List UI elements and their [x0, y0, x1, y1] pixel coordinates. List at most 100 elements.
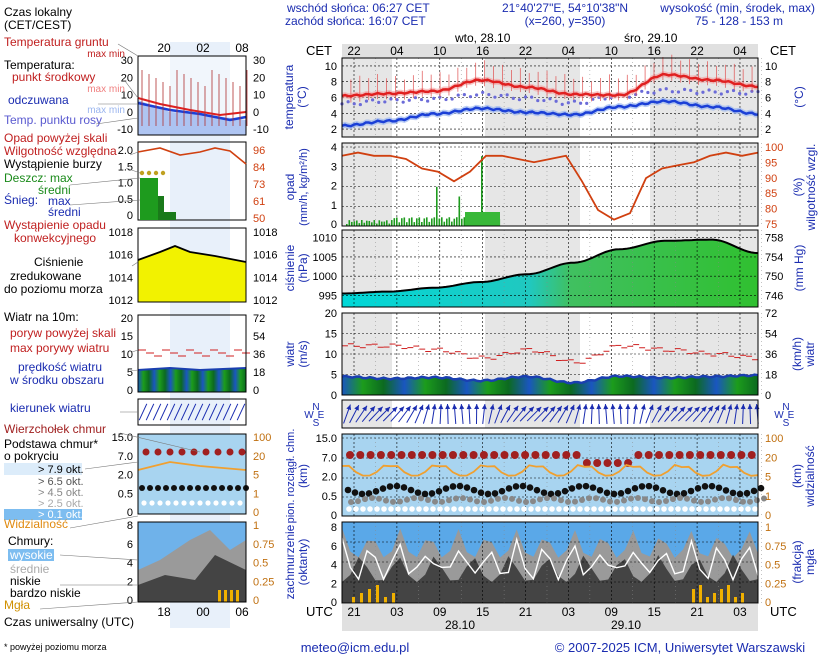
wind-direction-arrow [343, 404, 352, 424]
utc-label-right: UTC [770, 604, 797, 619]
cloud-top-marker [644, 451, 653, 459]
wind-direction-arrow [422, 404, 430, 424]
coords-text: 21°40'27"E, 54°10'38"N [502, 1, 628, 15]
legend-wind-dir: kierunek wiatru [10, 401, 91, 415]
fog-bar [368, 589, 371, 603]
legend-mid: średnie [10, 562, 50, 576]
cloud-top-marker [500, 451, 509, 459]
legend-local-time2: (CET/CEST) [4, 18, 71, 32]
cloud-base-marker [719, 495, 725, 502]
fog-bar [727, 585, 730, 603]
cloud-base-marker [738, 506, 744, 512]
cloud-base-marker [491, 490, 499, 497]
cet-hour-tick: 22 [519, 44, 533, 58]
cloud-top-marker [541, 451, 550, 459]
cloud-base-marker [740, 498, 746, 505]
cloud-base-marker [362, 496, 368, 503]
legend-wind10: Wiatr na 10m: [4, 310, 79, 324]
dew-point-marker [591, 97, 595, 101]
precip-plot-frame [341, 142, 759, 227]
cloud-top-marker [387, 451, 396, 459]
cloud-base-marker [572, 498, 578, 505]
cloud-base-marker [530, 498, 536, 505]
cloud-base-marker [752, 506, 758, 512]
cloud-base-marker [535, 506, 541, 512]
night-band [342, 400, 392, 428]
cloud-top-marker [634, 451, 643, 459]
cloud-base-marker [591, 506, 597, 512]
cloud-base-marker [761, 495, 767, 502]
side-felt-area [138, 100, 246, 135]
legend-leader-line [129, 151, 139, 156]
wind-direction-arrow [500, 404, 511, 424]
cloud-base-marker [372, 488, 380, 495]
cloud-top-marker [397, 451, 406, 459]
cloud-base-marker [374, 506, 380, 512]
humidity-line [341, 151, 759, 221]
cloud-base-marker [367, 506, 373, 512]
side-cloud-base [141, 500, 147, 506]
cloud-base-marker [705, 498, 711, 505]
rain-bar [438, 218, 441, 226]
cloud-base-marker [631, 485, 639, 492]
dew-point-marker [676, 90, 681, 94]
dew-point-marker [738, 91, 742, 96]
cloud-base-marker [670, 496, 676, 503]
cloud-base-marker [759, 506, 765, 512]
cloud-ytick: 7.0 [322, 452, 337, 464]
cloud-top-marker [716, 451, 725, 459]
side-temp-ytick: 10 [121, 90, 133, 102]
cloud-base-marker [409, 506, 415, 512]
visibility-ytick: 20 [765, 452, 777, 464]
cloud-base-marker [624, 487, 632, 495]
legend-leader-line [125, 167, 141, 174]
side-precip-ytick: 1.0 [118, 178, 133, 190]
side-storm-marker [160, 170, 166, 176]
rain-bar [361, 220, 363, 226]
legend-cloud-base: Podstawa chmur* [4, 437, 98, 451]
fog-bar [692, 589, 695, 603]
side-wind-ytick: 20 [121, 313, 133, 325]
cloud-base-marker [612, 506, 618, 512]
cloud-base-marker [619, 506, 625, 512]
rain-bar [391, 220, 393, 226]
wind-direction-arrow [466, 403, 472, 425]
precip-ytick: 4 [331, 142, 337, 154]
visibility-axis-unit: (km) [790, 464, 804, 488]
side-wind-arrow [201, 403, 211, 421]
cloud-base-marker [642, 496, 648, 503]
side-wind-arrow [187, 403, 197, 421]
cloud-base-marker [747, 498, 753, 505]
rain-bar [451, 221, 453, 226]
side-cloud-top [178, 448, 186, 456]
legend-okt-bg [4, 463, 82, 475]
cet-hour-tick: 04 [733, 44, 747, 58]
dew-point-marker [572, 99, 577, 103]
wind-speed-line [341, 373, 759, 385]
side-wind-arrow [173, 403, 183, 421]
utc-hour-tick: 03 [733, 605, 747, 619]
side-cloud-top [190, 448, 198, 456]
side-wind-arrow [222, 403, 232, 421]
wind-dir-frame [341, 399, 759, 429]
side-pressure-ytick: 1016 [109, 250, 133, 262]
elevation-values: 75 - 128 - 153 m [695, 14, 783, 28]
wind-direction-arrow [361, 405, 376, 423]
legend-maxmin: max min [87, 49, 125, 60]
side-temp-line [137, 97, 247, 117]
humidity-ytick: 85 [765, 188, 777, 200]
cloud-base-marker [703, 506, 709, 512]
visibility-ytick: 1 [765, 491, 771, 503]
cloud-base-marker [369, 495, 375, 502]
side-cloud-ytick: 7.0 [118, 451, 133, 463]
temp-ytick: 6 [331, 93, 337, 105]
cet-hour-tick: 10 [433, 44, 447, 58]
cloud-cover-axis-unit: (oktanty) [296, 539, 310, 586]
fog-ytick: 0.25 [765, 578, 786, 590]
precip-ytick: 0 [331, 219, 337, 231]
cloud-base-marker [414, 489, 422, 496]
legend-storm: Wystąpienie burzy [4, 157, 102, 171]
cloud-base-marker [512, 483, 520, 490]
side-humidity-ytick: 61 [253, 196, 265, 208]
legend-visibility: Widzialność [4, 517, 68, 531]
